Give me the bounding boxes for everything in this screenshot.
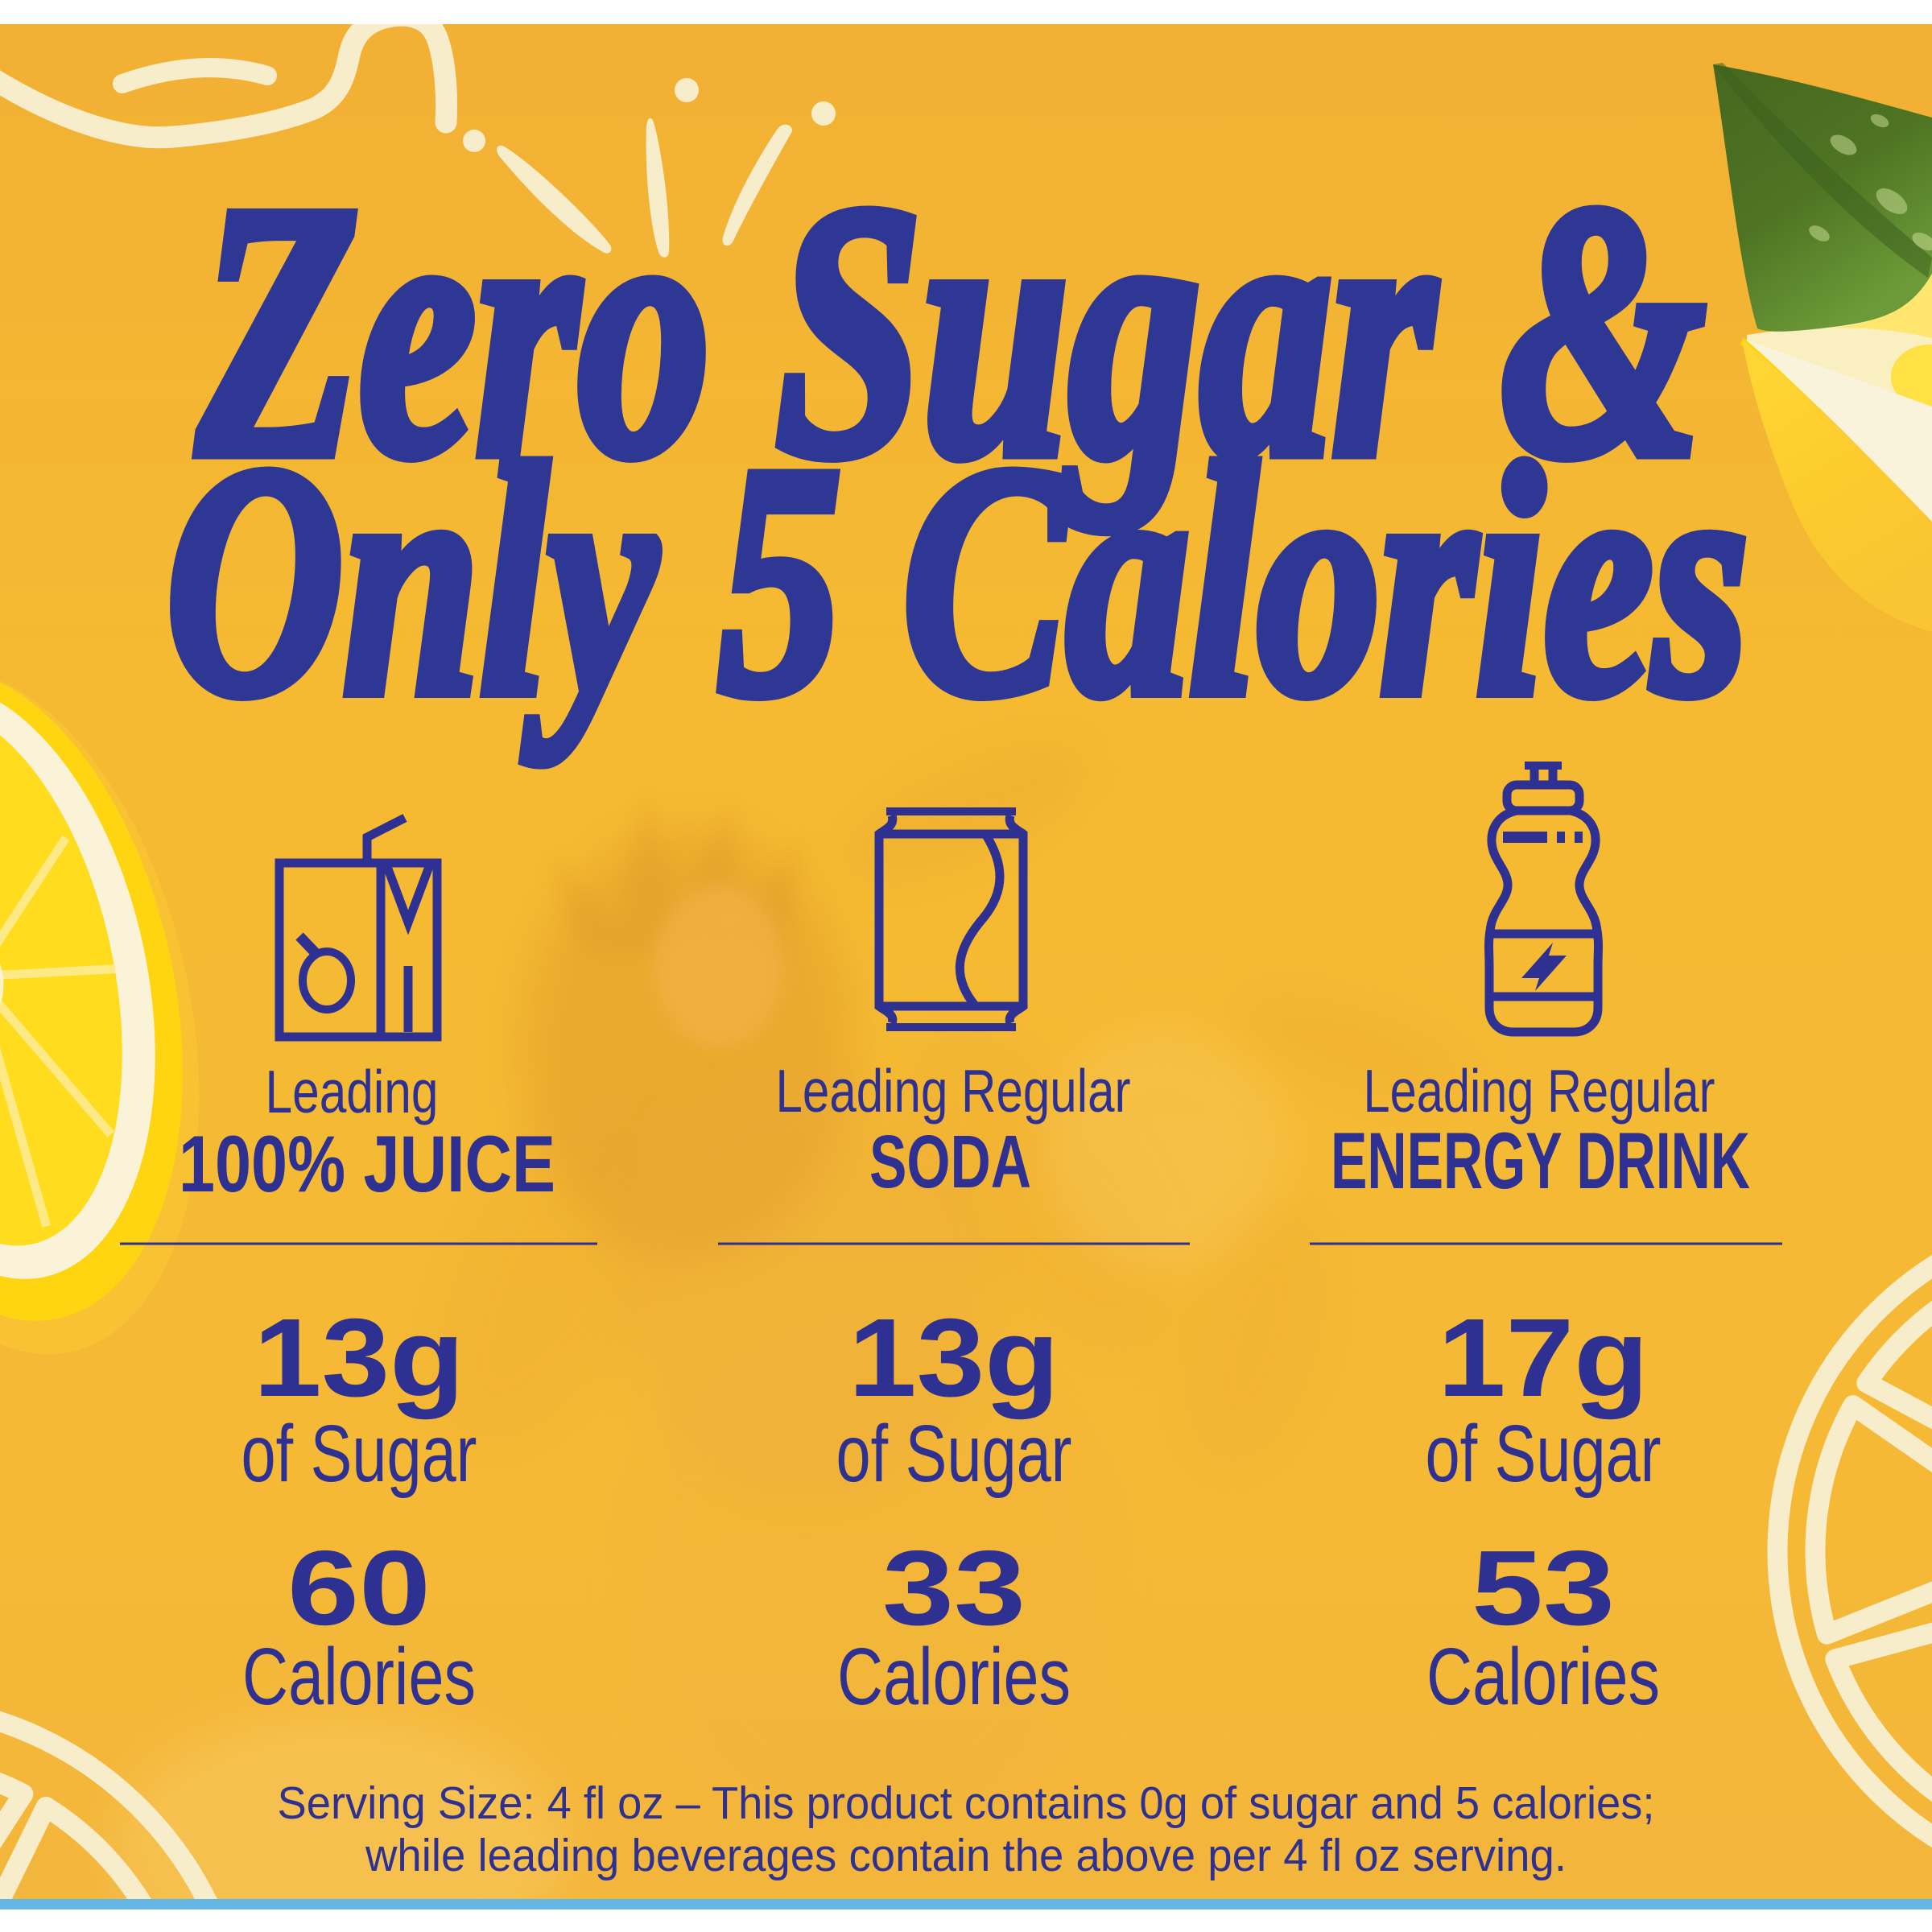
svg-text:Leading Regular: Leading Regular: [1364, 1057, 1715, 1125]
svg-text:ENERGY DRINK: ENERGY DRINK: [1331, 1116, 1750, 1205]
svg-text:Leading Regular: Leading Regular: [776, 1057, 1131, 1125]
svg-text:SODA: SODA: [869, 1120, 1031, 1203]
svg-text:100% JUICE: 100% JUICE: [179, 1119, 555, 1208]
svg-text:17g: 17g: [1438, 1296, 1649, 1420]
svg-text:Only 5 Calories: Only 5 Calories: [166, 398, 1748, 764]
svg-text:Zero Sugar &: Zero Sugar &: [194, 130, 1705, 531]
svg-text:of Sugar: of Sugar: [242, 1409, 477, 1499]
svg-text:Leading: Leading: [266, 1058, 439, 1125]
svg-text:of Sugar: of Sugar: [836, 1409, 1072, 1499]
svg-text:Serving Size: 4 fl oz – This p: Serving Size: 4 fl oz – This product con…: [278, 1777, 1655, 1829]
svg-text:33: 33: [882, 1529, 1026, 1647]
svg-text:13g: 13g: [848, 1296, 1059, 1420]
svg-text:60: 60: [287, 1529, 431, 1647]
svg-text:53: 53: [1472, 1529, 1615, 1647]
svg-text:13g: 13g: [254, 1296, 464, 1420]
svg-text:Calories: Calories: [837, 1632, 1071, 1722]
svg-text:while leading beverages contai: while leading beverages contain the abov…: [365, 1830, 1567, 1881]
svg-text:of Sugar: of Sugar: [1426, 1409, 1662, 1499]
svg-text:Calories: Calories: [242, 1632, 476, 1722]
svg-text:Calories: Calories: [1426, 1632, 1660, 1722]
